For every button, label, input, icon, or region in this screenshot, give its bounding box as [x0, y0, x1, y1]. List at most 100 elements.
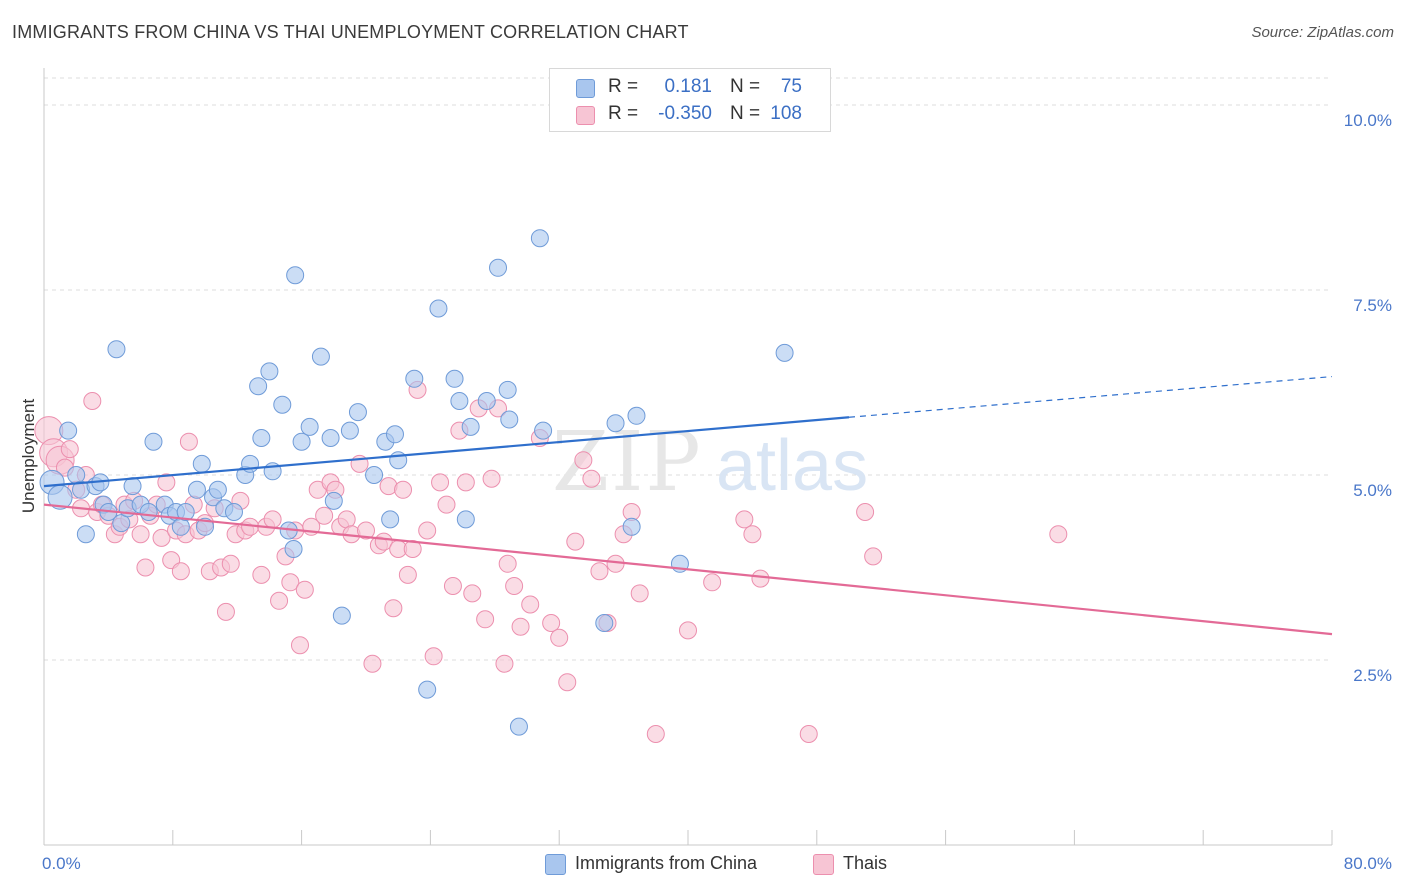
point-china [606, 414, 625, 433]
point-thais [542, 614, 561, 632]
point-thais [743, 525, 762, 544]
point-china [509, 717, 528, 736]
y-tick-labels: 2.5% 5.0% 7.5% 10.0% [1344, 111, 1392, 685]
point-thais [431, 473, 450, 492]
legend-r-label: R = [608, 76, 639, 97]
point-china [775, 343, 794, 362]
point-china [187, 480, 206, 499]
point-thais [437, 495, 456, 514]
point-thais [679, 621, 697, 640]
point-china [144, 432, 163, 451]
point-thais [864, 547, 883, 566]
point-thais [363, 654, 382, 673]
point-thais [418, 521, 437, 540]
point-thais [606, 554, 625, 573]
point-thais [295, 580, 314, 599]
point-thais [394, 480, 413, 499]
point-thais [60, 440, 79, 459]
point-china [332, 606, 351, 625]
legend-label-thais: Thais [843, 853, 888, 873]
trend-line-thais [43, 503, 1333, 636]
point-china [224, 503, 243, 521]
point-thais [403, 540, 422, 558]
data-points [34, 229, 1068, 743]
trend-line-china-extension [848, 375, 1333, 418]
point-china [252, 429, 271, 447]
legend-row-china: R = 0.181 N = 75 [550, 74, 830, 100]
point-thais [511, 617, 530, 636]
point-thais [495, 654, 514, 673]
legend: R = 0.181 N = 75 R = -0.350 N = 108 [549, 68, 831, 132]
point-china [445, 369, 464, 388]
point-thais [799, 725, 818, 743]
point-thais [735, 510, 754, 529]
point-thais [216, 602, 235, 621]
watermark: ZIP [552, 415, 703, 510]
point-thais [574, 451, 593, 470]
watermark-atlas: atlas [716, 426, 868, 506]
point-thais [550, 628, 569, 647]
point-china [461, 417, 480, 436]
point-china [176, 503, 195, 521]
point-china [112, 514, 131, 533]
x-tick-label-min: 0.0% [42, 854, 81, 873]
legend-swatch-china [576, 79, 595, 98]
point-thais [83, 392, 102, 410]
legend-r-value: 0.181 [664, 76, 712, 97]
point-china [292, 432, 311, 451]
y-tick-label: 7.5% [1353, 296, 1392, 315]
point-thais [505, 577, 524, 595]
point-china [530, 229, 549, 248]
point-thais [157, 473, 176, 492]
point-thais [498, 554, 517, 573]
trend-line-china [43, 416, 850, 488]
legend-n-label: N = [730, 103, 761, 124]
point-thais [179, 432, 198, 451]
y-tick-label: 10.0% [1344, 111, 1392, 130]
point-thais [582, 469, 601, 488]
point-china [405, 369, 424, 388]
y-tick-label: 2.5% [1353, 666, 1392, 685]
point-thais [751, 569, 770, 588]
point-china [534, 421, 553, 440]
point-china [311, 347, 330, 366]
point-china [418, 680, 437, 699]
point-china [595, 614, 614, 632]
point-thais [566, 532, 585, 551]
point-china [208, 480, 227, 499]
point-thais [252, 565, 271, 584]
point-china [192, 454, 211, 473]
point-china [456, 510, 475, 529]
legend-swatch-china [545, 854, 566, 875]
point-thais [152, 528, 171, 547]
point-thais [136, 558, 155, 577]
point-thais [590, 562, 609, 581]
point-thais [384, 599, 403, 618]
point-china [196, 517, 214, 536]
point-china [249, 377, 268, 396]
point-thais [703, 573, 722, 592]
point-china [273, 395, 292, 414]
point-china [284, 540, 303, 558]
point-china [324, 491, 343, 510]
point-thais [1049, 525, 1068, 544]
point-china [365, 466, 384, 484]
point-china [500, 410, 519, 429]
point-china [340, 421, 359, 440]
point-thais [558, 673, 577, 692]
grid-lines [44, 77, 1332, 661]
y-axis-title: Unemployment [19, 399, 38, 514]
point-thais [443, 577, 462, 595]
source-credit: Source: ZipAtlas.com [1251, 24, 1394, 41]
point-thais [281, 573, 300, 592]
x-ticks [172, 830, 1333, 845]
point-thais [290, 636, 309, 655]
chart-title: IMMIGRANTS FROM CHINA VS THAI UNEMPLOYME… [12, 22, 689, 42]
point-china [107, 340, 126, 359]
point-thais [221, 554, 240, 573]
legend-swatch-thais [576, 106, 595, 125]
legend-row-thais: R = -0.350 N = 108 [550, 101, 830, 127]
trend-lines [43, 375, 1333, 636]
point-china [59, 421, 78, 440]
